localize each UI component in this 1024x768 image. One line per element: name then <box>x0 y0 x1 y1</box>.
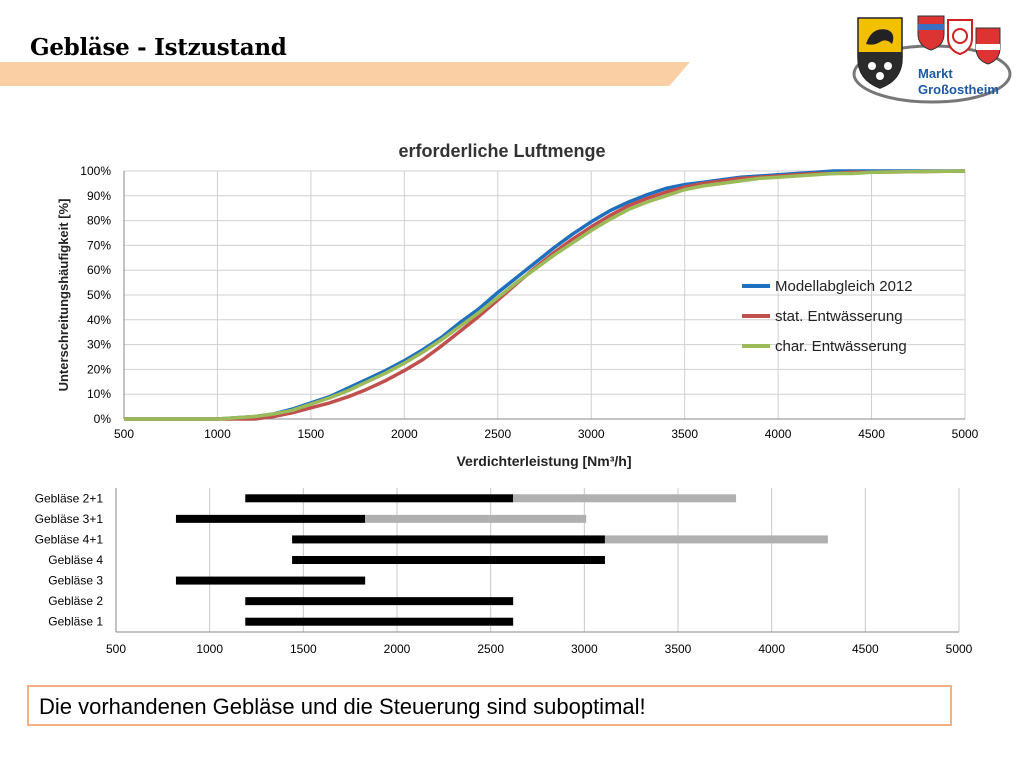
x-tick-label: 500 <box>114 427 134 441</box>
logo-text-grossostheim: Großostheim <box>918 82 999 97</box>
x-tick-label: 3000 <box>571 642 598 656</box>
line-chart: 500 1000 1500 2000 2500 3000 3500 4000 4500 5000 0… <box>56 141 979 469</box>
conclusion-box: Die vorhandenen Gebläse und die Steuerun… <box>27 685 952 726</box>
category-label: Gebläse 3 <box>48 574 103 588</box>
category-label: Gebläse 2 <box>48 594 103 608</box>
y-axis-label: Unterschreitungshäufigkeit [%] <box>56 199 71 392</box>
y-tick-label: 0% <box>94 412 112 426</box>
y-tick-label: 20% <box>87 362 111 376</box>
x-tick-label: 1000 <box>204 427 231 441</box>
range-bar <box>604 535 828 544</box>
x-tick-label: 2000 <box>391 427 418 441</box>
slide-title: Gebläse - Istzustand <box>30 34 287 61</box>
category-label: Gebläse 1 <box>48 615 103 629</box>
logo-text-markt: Markt <box>918 66 953 81</box>
category-label: Gebläse 4 <box>48 553 103 567</box>
shield-3 <box>947 19 973 56</box>
x-tick-label: 3500 <box>665 642 692 656</box>
x-tick-label: 1500 <box>298 427 325 441</box>
legend-entry: stat. Entwässerung <box>775 308 903 325</box>
y-tick-label: 80% <box>87 214 111 228</box>
ram-figure <box>866 29 894 45</box>
y-tick-label: 60% <box>87 263 111 277</box>
title-band <box>0 62 690 86</box>
x-tick-label: 1500 <box>290 642 317 656</box>
range-bar-chart: 500 1000 1500 2000 2500 3000 3500 4000 4500 5000 G… <box>35 488 973 656</box>
legend-entry: char. Entwässerung <box>775 338 907 355</box>
y-tick-label: 50% <box>87 288 111 302</box>
chart-title: erforderliche Luftmenge <box>398 141 605 161</box>
x-tick-label: 5000 <box>946 642 973 656</box>
x-tick-label: 4000 <box>758 642 785 656</box>
y-tick-label: 90% <box>87 189 111 203</box>
x-tick-label: 1000 <box>196 642 223 656</box>
range-bar <box>245 494 514 503</box>
coat-of-arms-lower <box>858 52 902 88</box>
range-bar <box>292 535 605 544</box>
shield-4-band <box>976 44 1000 50</box>
y-tick-label: 10% <box>87 387 111 401</box>
y-tick-label: 70% <box>87 238 111 252</box>
range-bar <box>175 576 366 585</box>
x-tick-label: 5000 <box>952 427 979 441</box>
shield-2-band <box>918 24 944 30</box>
logo: Markt Großostheim <box>852 15 1012 104</box>
range-bar <box>175 514 366 523</box>
clover-3 <box>876 72 884 80</box>
legend-entry: Modellabgleich 2012 <box>775 278 913 295</box>
category-label: Gebläse 2+1 <box>35 491 104 505</box>
x-axis-label: Verdichterleistung [Nm³/h] <box>456 453 631 469</box>
category-label: Gebläse 4+1 <box>35 532 104 546</box>
range-bar <box>513 494 737 503</box>
x-tick-label: 4000 <box>765 427 792 441</box>
x-tick-label: 3500 <box>671 427 698 441</box>
x-tick-label: 2500 <box>484 427 511 441</box>
range-bar <box>292 556 605 564</box>
series-line <box>124 169 966 421</box>
x-tick-label: 4500 <box>852 642 879 656</box>
range-bar <box>365 514 587 523</box>
category-label: Gebläse 3+1 <box>35 512 104 526</box>
y-tick-label: 100% <box>80 164 111 178</box>
x-tick-label: 3000 <box>578 427 605 441</box>
range-bar <box>245 617 514 626</box>
y-tick-label: 40% <box>87 313 111 327</box>
shield-3-wheel <box>952 28 968 44</box>
x-tick-label: 500 <box>106 642 126 656</box>
x-tick-label: 4500 <box>858 427 885 441</box>
clover-2 <box>884 62 892 70</box>
x-tick-label: 2000 <box>384 642 411 656</box>
clover-1 <box>868 62 876 70</box>
shield-2 <box>917 15 945 51</box>
y-tick-label: 30% <box>87 338 111 352</box>
x-tick-label: 2500 <box>477 642 504 656</box>
range-bar <box>245 597 514 606</box>
